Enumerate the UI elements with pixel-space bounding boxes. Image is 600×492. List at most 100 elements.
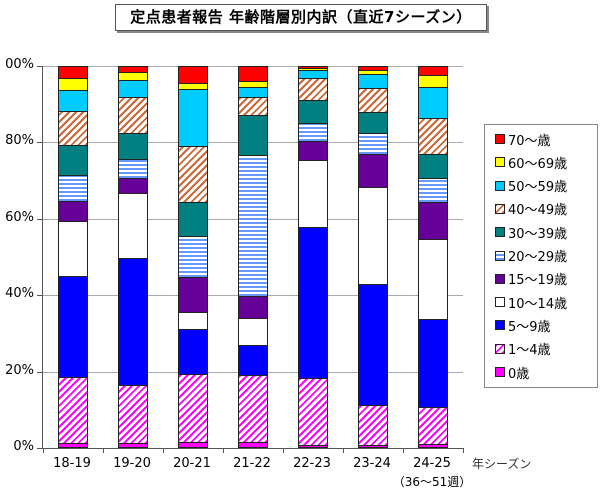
bar-segment — [298, 378, 328, 445]
bar-segment — [58, 66, 88, 79]
bar-segment — [178, 373, 208, 442]
bar-segment — [418, 86, 448, 118]
bar-segment — [58, 90, 88, 112]
x-tick-label: 23-24 — [353, 456, 391, 471]
legend-item: 70～歳 — [495, 129, 551, 149]
bar-segment — [418, 202, 448, 240]
y-tick — [37, 295, 43, 297]
bar-segment — [178, 82, 208, 89]
bar-segment — [238, 344, 268, 376]
bar-segment — [58, 276, 88, 377]
bar-segment — [298, 100, 328, 124]
x-tick-label: 24-25 — [413, 456, 451, 471]
legend-swatch-icon — [495, 227, 505, 238]
stacked-bar-24-25 — [418, 66, 448, 448]
bar-segment — [118, 384, 148, 444]
legend-label: 5～9歳 — [508, 319, 551, 335]
bar-segment — [358, 404, 388, 445]
bar-segment — [118, 66, 148, 73]
legend-label: 50～59歳 — [508, 180, 568, 196]
legend-swatch-icon — [495, 180, 505, 191]
bar-segment — [238, 441, 268, 448]
bar-segment — [118, 133, 148, 160]
x-tick — [403, 448, 404, 453]
bar-segment — [178, 441, 208, 448]
bar-segment — [298, 67, 328, 70]
bar-segment — [418, 239, 448, 320]
legend-item: 30～39歳 — [495, 222, 567, 242]
bar-segment — [238, 154, 268, 296]
bar-segment — [178, 145, 208, 203]
bar-segment — [178, 202, 208, 237]
bar-segment — [238, 66, 268, 82]
x-tick — [283, 448, 284, 453]
bar-segment — [178, 311, 208, 329]
legend-swatch-icon — [495, 134, 505, 144]
bar-segment — [358, 444, 388, 448]
legend-label: 70～歳 — [508, 133, 551, 149]
bar-segment — [418, 74, 448, 87]
bar-segment — [118, 193, 148, 259]
stacked-bar-21-22 — [238, 66, 268, 448]
stacked-bar-19-20 — [118, 66, 148, 448]
bar-segment — [118, 178, 148, 194]
bar-segment — [178, 276, 208, 312]
legend-item: 15～19歳 — [495, 269, 567, 289]
bar-segment — [298, 77, 328, 101]
bar-segment — [298, 141, 328, 161]
bar-segment — [298, 160, 328, 228]
bar-segment — [58, 221, 88, 277]
bar-segment — [58, 376, 88, 444]
y-tick-label: 60% — [5, 209, 34, 225]
legend-label: 10～14歳 — [508, 296, 568, 312]
bar-segment — [238, 317, 268, 345]
bar-segment — [238, 295, 268, 318]
bar-segment — [358, 66, 388, 70]
bar-segment — [118, 443, 148, 448]
legend-label: 20～29歳 — [508, 250, 568, 265]
bar-segment — [58, 443, 88, 448]
legend-swatch-icon — [495, 273, 505, 284]
x-tick — [343, 448, 344, 453]
bar-segment — [58, 111, 88, 146]
stacked-bar-22-23 — [298, 66, 328, 448]
legend-label: 30～39歳 — [508, 226, 568, 242]
bar-segment — [298, 69, 328, 78]
bar-segment — [418, 177, 448, 203]
legend-item: 0歳 — [495, 362, 529, 382]
x-tick-label: 19-20 — [113, 456, 151, 471]
bar-segment — [358, 132, 388, 154]
x-tick-label: 21-22 — [233, 456, 271, 471]
bar-segment — [178, 88, 208, 146]
bar-segment — [118, 159, 148, 179]
legend-item: 20～29歳 — [495, 246, 567, 266]
stacked-bar-20-21 — [178, 66, 208, 448]
legend-item: 40～49歳 — [495, 199, 567, 219]
x-tick-label: 22-23 — [293, 456, 331, 471]
y-tick-label: 40% — [5, 286, 34, 302]
bar-segment — [298, 444, 328, 448]
legend: 70～歳 60～69歳 50～59歳 40～49歳 30～39歳 20～29歳 15～19歳… — [484, 124, 598, 388]
bar-segment — [418, 66, 448, 75]
legend-swatch-icon — [495, 367, 505, 377]
bar-segment — [358, 186, 388, 284]
bar-segment — [58, 78, 88, 91]
legend-item: 60～69歳 — [495, 152, 567, 172]
bar-segment — [58, 145, 88, 176]
bar-segment — [358, 73, 388, 88]
legend-item: 50～59歳 — [495, 176, 567, 196]
bar-segment — [358, 69, 388, 74]
bar-segment — [358, 111, 388, 133]
y-tick — [37, 218, 43, 220]
y-tick — [37, 448, 43, 449]
legend-swatch-icon — [495, 250, 505, 261]
x-tick — [163, 448, 164, 453]
bar-segment — [118, 97, 148, 134]
bar-segment — [178, 236, 208, 277]
bar-segment — [418, 117, 448, 154]
bar-segment — [298, 66, 328, 68]
legend-item: 1～4歳 — [495, 339, 551, 359]
legend-swatch-icon — [495, 343, 505, 354]
plot-area — [37, 66, 464, 453]
bar-segment — [298, 227, 328, 379]
